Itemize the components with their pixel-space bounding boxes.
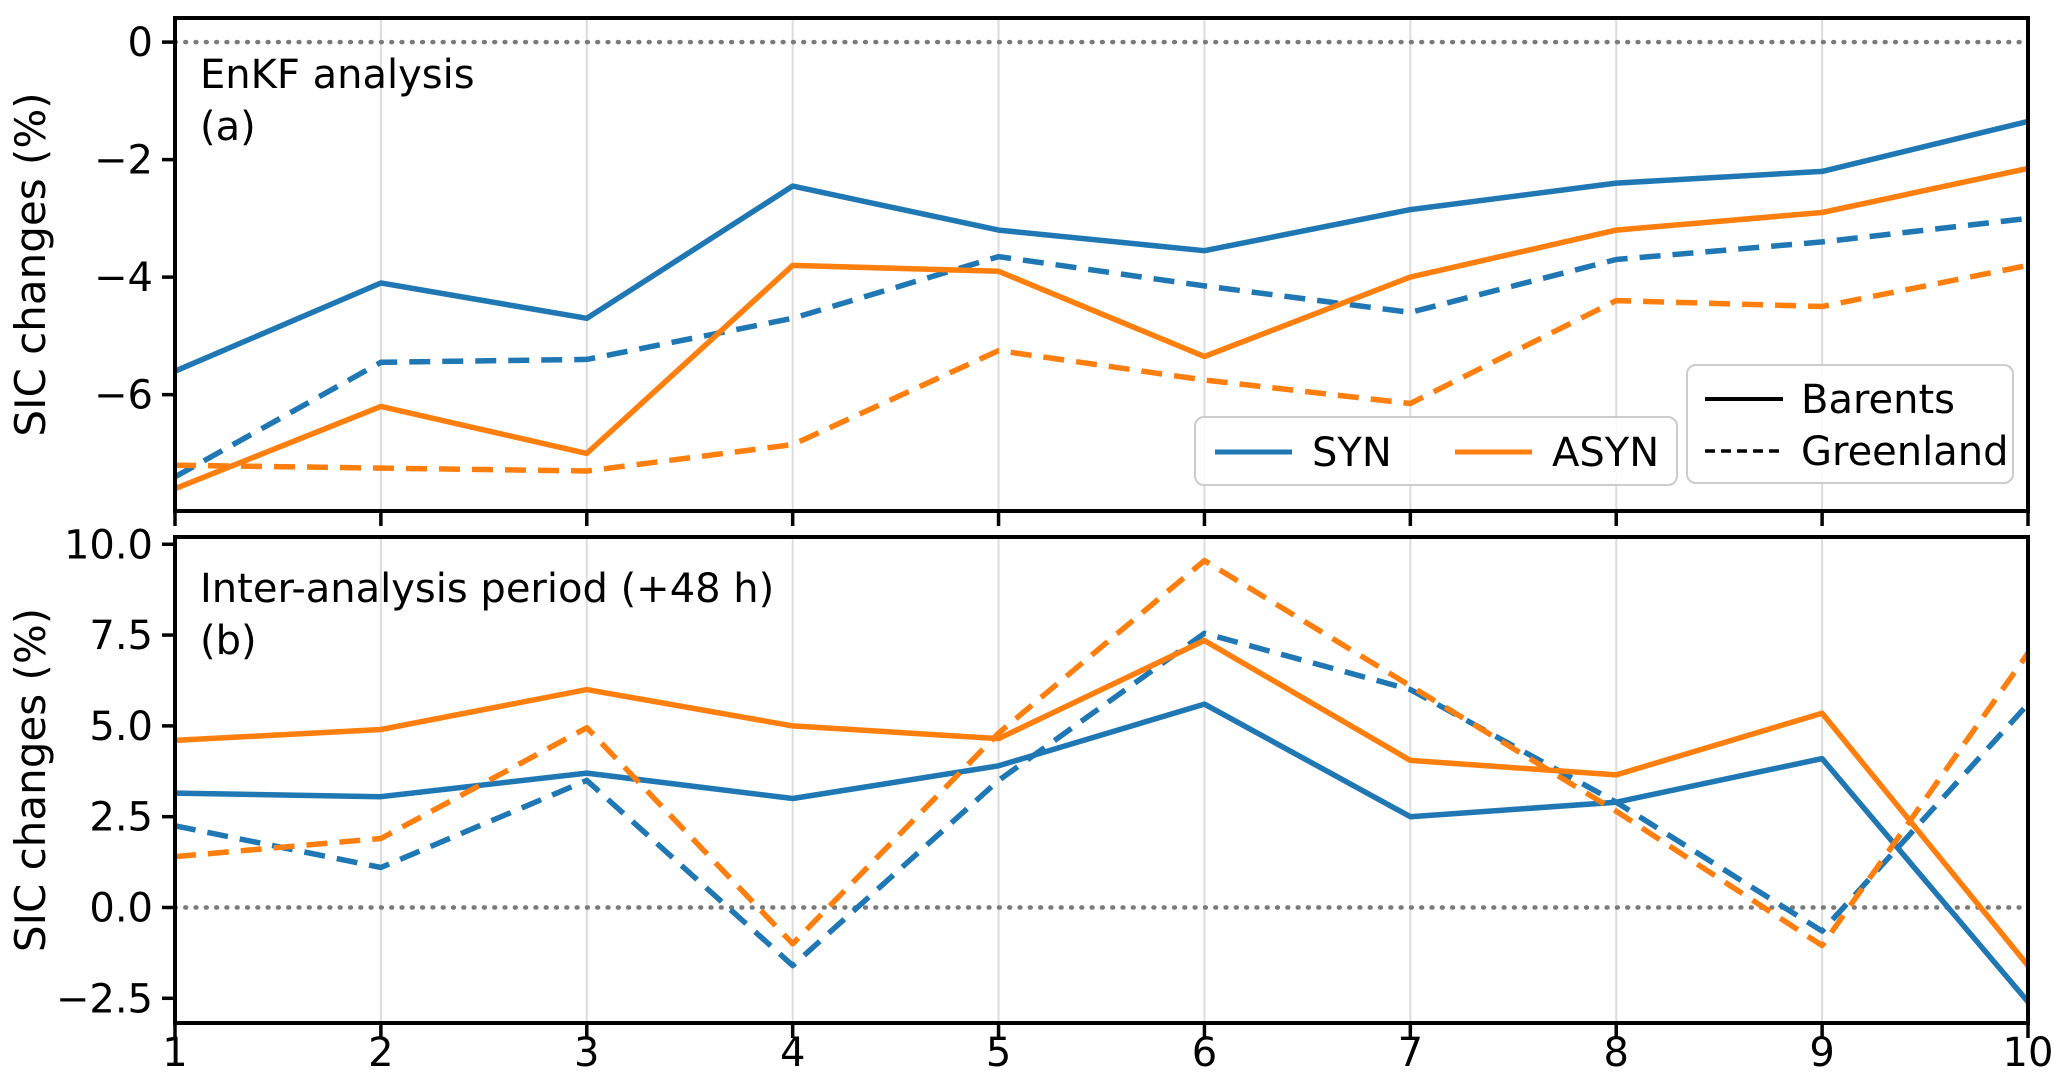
series-line-syn-greenland-a bbox=[173, 215, 2029, 480]
legend-label-barents: Barents bbox=[1801, 377, 1955, 423]
legend-label-asyn: ASYN bbox=[1552, 430, 1659, 476]
series-line-syn-barents-b bbox=[174, 701, 2031, 1004]
legend-regions: Barents Greenland bbox=[1686, 364, 2014, 484]
y-tick-label: −2 bbox=[94, 138, 153, 184]
series-line-syn-barents-a bbox=[173, 118, 2029, 374]
panel-b-title: Inter-analysis period (+48 h) bbox=[200, 566, 774, 612]
x-tick-label-8: 8 bbox=[1603, 1030, 1628, 1076]
x-tick-label-3: 3 bbox=[574, 1030, 599, 1076]
series-line-asyn-greenland-a bbox=[174, 262, 2029, 474]
panel-b-spines bbox=[173, 535, 2030, 1025]
panel-b-tag: (b) bbox=[200, 618, 257, 664]
legend-regions-box bbox=[1686, 364, 2014, 484]
x-tick-label-4: 4 bbox=[780, 1030, 805, 1076]
panel-b: 1 2 3 4 5 6 7 8 9 10 10.0 7.5 5.0 2.5 0.0 −2.5 Inter-ana… bbox=[6, 522, 2053, 1076]
y-tick-label: 0.0 bbox=[89, 885, 153, 931]
x-tick-label-7: 7 bbox=[1398, 1030, 1423, 1076]
x-tick-label-9: 9 bbox=[1809, 1030, 1834, 1076]
series-line-asyn-barents-b bbox=[174, 637, 2031, 968]
panel-a-ylabel: SIC changes (%) bbox=[6, 92, 55, 436]
x-tick-label-10: 10 bbox=[2003, 1030, 2054, 1076]
legend-experiments-box bbox=[1194, 416, 1678, 486]
y-tick-label: 0 bbox=[128, 20, 153, 66]
x-tick-label-2: 2 bbox=[368, 1030, 393, 1076]
series-line-syn-greenland-b bbox=[174, 630, 2031, 969]
y-tick-label: −2.5 bbox=[56, 976, 153, 1022]
y-tick-label: 5.0 bbox=[89, 704, 153, 750]
legend-label-greenland: Greenland bbox=[1801, 429, 2009, 475]
y-tick-label: 2.5 bbox=[89, 795, 153, 841]
legend-experiments: SYN ASYN bbox=[1194, 416, 1678, 486]
panel-a-title: EnKF analysis bbox=[200, 52, 475, 98]
series-line-asyn-barents-a bbox=[173, 165, 2029, 492]
y-tick-label: −4 bbox=[94, 255, 153, 301]
x-tick-label-1: 1 bbox=[162, 1030, 187, 1076]
y-tick-label: 7.5 bbox=[89, 613, 153, 659]
panel-a: 0 −2 −4 −6 EnKF analysis (a) SIC changes (%) bbox=[6, 16, 2031, 526]
legend-label-syn: SYN bbox=[1312, 430, 1392, 476]
y-tick-label: 10.0 bbox=[64, 522, 153, 568]
series-line-asyn-greenland-b bbox=[174, 557, 2031, 949]
x-tick-label-5: 5 bbox=[986, 1030, 1011, 1076]
panel-a-spines bbox=[173, 16, 2030, 513]
panel-b-ylabel: SIC changes (%) bbox=[6, 608, 55, 952]
y-tick-label: −6 bbox=[94, 373, 153, 419]
x-tick-label-6: 6 bbox=[1192, 1030, 1217, 1076]
panel-a-tag: (a) bbox=[200, 104, 256, 150]
